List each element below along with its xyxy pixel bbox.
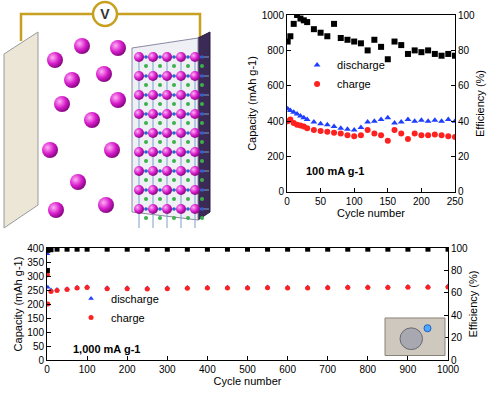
svg-text:discharge: discharge [111, 293, 159, 305]
svg-text:1000: 1000 [262, 10, 285, 21]
svg-text:0: 0 [278, 186, 284, 197]
svg-text:0: 0 [451, 355, 457, 366]
svg-text:350: 350 [27, 257, 44, 268]
svg-text:80: 80 [451, 265, 463, 276]
svg-text:Cycle number: Cycle number [214, 375, 282, 387]
svg-text:100: 100 [458, 10, 475, 21]
svg-text:200: 200 [267, 151, 284, 162]
svg-text:150: 150 [379, 196, 396, 207]
svg-text:400: 400 [199, 364, 216, 375]
svg-text:60: 60 [458, 80, 470, 91]
svg-text:40: 40 [458, 116, 470, 127]
svg-text:400: 400 [27, 243, 44, 254]
svg-text:0: 0 [458, 186, 464, 197]
svg-text:Efficiency (%): Efficiency (%) [474, 70, 486, 137]
svg-text:charge: charge [337, 78, 371, 90]
svg-text:1,000 mA g-1: 1,000 mA g-1 [73, 343, 140, 355]
svg-text:100: 100 [451, 243, 468, 254]
svg-text:100: 100 [346, 196, 363, 207]
svg-text:20: 20 [458, 151, 470, 162]
svg-text:20: 20 [451, 332, 463, 343]
svg-text:400: 400 [267, 116, 284, 127]
svg-text:200: 200 [27, 299, 44, 310]
svg-text:discharge: discharge [337, 59, 385, 71]
svg-text:600: 600 [279, 364, 296, 375]
svg-text:700: 700 [319, 364, 336, 375]
svg-text:40: 40 [451, 310, 463, 321]
svg-text:200: 200 [413, 196, 430, 207]
svg-text:250: 250 [27, 285, 44, 296]
svg-text:900: 900 [400, 364, 417, 375]
svg-text:800: 800 [359, 364, 376, 375]
svg-text:0: 0 [38, 355, 44, 366]
svg-text:100 mA g-1: 100 mA g-1 [306, 165, 364, 177]
svg-text:800: 800 [267, 45, 284, 56]
svg-text:Cycle number: Cycle number [337, 207, 405, 219]
svg-text:300: 300 [27, 271, 44, 282]
svg-text:V: V [100, 6, 110, 22]
svg-text:0: 0 [284, 196, 290, 207]
svg-text:1000: 1000 [437, 364, 460, 375]
svg-text:600: 600 [267, 80, 284, 91]
svg-text:charge: charge [111, 312, 145, 324]
svg-text:0: 0 [44, 364, 50, 375]
svg-text:50: 50 [33, 341, 45, 352]
svg-text:Efficiency (%): Efficiency (%) [467, 271, 479, 338]
svg-text:500: 500 [239, 364, 256, 375]
svg-text:60: 60 [451, 287, 463, 298]
svg-text:Capacity (mAh g-1): Capacity (mAh g-1) [246, 56, 258, 151]
svg-text:100: 100 [79, 364, 96, 375]
svg-text:80: 80 [458, 45, 470, 56]
svg-text:50: 50 [315, 196, 327, 207]
svg-text:Capacity (mAh g-1): Capacity (mAh g-1) [12, 257, 24, 352]
svg-text:300: 300 [159, 364, 176, 375]
svg-text:250: 250 [447, 196, 464, 207]
svg-text:100: 100 [27, 327, 44, 338]
svg-text:150: 150 [27, 313, 44, 324]
svg-text:200: 200 [119, 364, 136, 375]
